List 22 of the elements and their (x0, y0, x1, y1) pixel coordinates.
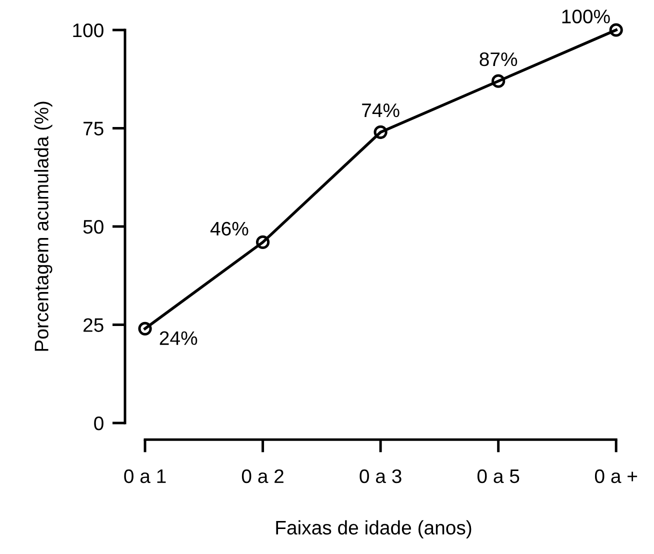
point (138, 322, 152, 336)
data-label: 100% (562, 10, 610, 24)
point (492, 74, 506, 88)
y-tick-label: 75 (84, 122, 104, 136)
y-tick-label: 50 (83, 220, 104, 234)
y-tick-label: 100 (73, 23, 104, 38)
data-label: 24% (160, 331, 198, 345)
point (374, 125, 388, 139)
x-tick-label: 0 a 3 (360, 469, 402, 484)
data-label: 46% (210, 222, 248, 236)
data-label: 74% (362, 104, 400, 118)
y-tick-label: 0 (94, 416, 104, 430)
x-axis-title: Faixas de idade (anos) (276, 520, 472, 538)
x-tick-label: 0 a 2 (242, 469, 284, 484)
point (609, 23, 623, 37)
y-tick-label: 25 (84, 318, 104, 332)
y-axis-title: Porcentagem acumulada (%) (34, 102, 52, 351)
data-label: 87% (480, 52, 518, 66)
x-tick-label: 0 a + (594, 469, 638, 484)
point (256, 235, 270, 250)
x-tick-label: 0 a 5 (477, 469, 520, 484)
x-tick-label: 0 a 1 (124, 469, 166, 484)
